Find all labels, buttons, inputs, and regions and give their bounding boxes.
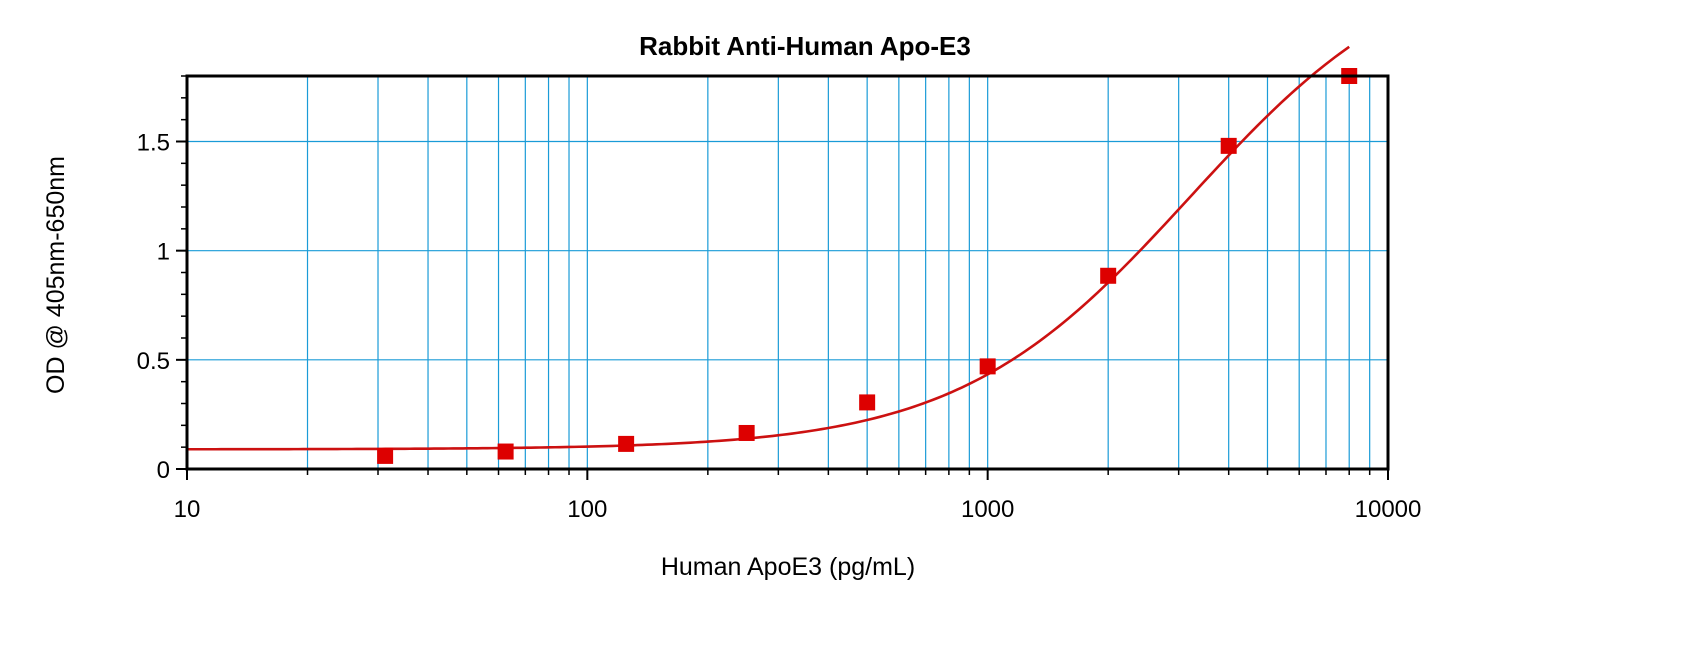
data-point xyxy=(497,443,514,460)
data-point xyxy=(377,447,394,464)
data-point xyxy=(1220,137,1237,154)
plot-frame xyxy=(185,74,1390,471)
y-tick-label: 1 xyxy=(157,239,170,266)
fit-curve-layer xyxy=(187,45,1350,451)
x-axis-label: Human ApoE3 (pg/mL) xyxy=(661,553,915,581)
data-point xyxy=(859,394,876,411)
data-point xyxy=(979,358,996,375)
x-axis-ticks: 10 100 1000 10000 xyxy=(174,469,1422,523)
y-axis-label: OD @ 405nm-650nm xyxy=(42,156,70,394)
y-tick-label: 1.5 xyxy=(137,130,170,157)
data-point xyxy=(738,424,755,441)
x-tick-label: 10 xyxy=(174,496,201,523)
data-points xyxy=(377,68,1358,464)
grid xyxy=(187,76,1388,469)
y-axis-ticks: 0 0.5 1 1.5 xyxy=(137,75,187,484)
data-point xyxy=(1100,267,1117,284)
chart-title: Rabbit Anti-Human Apo-E3 xyxy=(639,31,971,61)
x-tick-label: 1000 xyxy=(961,496,1014,523)
x-tick-label: 100 xyxy=(567,496,607,523)
y-tick-label: 0.5 xyxy=(137,348,170,375)
y-tick-label: 0 xyxy=(157,457,170,484)
x-tick-label: 10000 xyxy=(1355,496,1422,523)
data-point xyxy=(618,435,635,452)
fit-curve xyxy=(187,45,1350,451)
